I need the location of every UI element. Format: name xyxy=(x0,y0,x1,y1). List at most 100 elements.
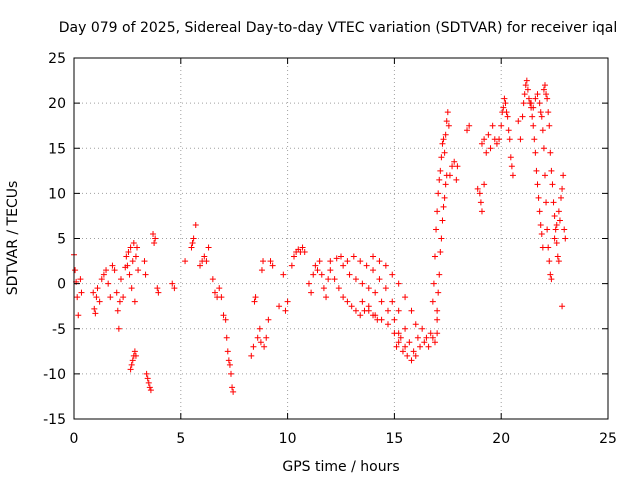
data-point xyxy=(531,136,538,143)
data-point xyxy=(532,95,539,102)
data-point xyxy=(372,289,379,296)
data-point xyxy=(425,343,432,350)
data-point xyxy=(308,289,315,296)
data-point xyxy=(521,91,528,98)
data-point xyxy=(203,258,210,265)
data-point xyxy=(227,370,234,377)
data-point xyxy=(408,307,415,314)
data-point xyxy=(505,127,512,134)
data-point xyxy=(218,294,225,301)
data-point xyxy=(532,149,539,156)
data-point xyxy=(254,334,261,341)
data-point xyxy=(433,226,440,233)
chart-title: Day 079 of 2025, Sidereal Day-to-day VTE… xyxy=(59,20,617,36)
data-point xyxy=(325,276,332,283)
data-point xyxy=(430,280,437,287)
data-point xyxy=(537,221,544,228)
data-point xyxy=(276,303,283,310)
data-point xyxy=(528,100,535,107)
data-point xyxy=(500,104,507,111)
data-point xyxy=(116,298,123,305)
x-tick-label: 20 xyxy=(492,431,510,447)
data-point xyxy=(93,294,100,301)
data-point xyxy=(556,217,563,224)
data-point xyxy=(92,310,99,317)
data-point xyxy=(299,244,306,251)
data-point xyxy=(515,118,522,125)
data-point xyxy=(131,348,138,355)
data-point xyxy=(478,208,485,215)
data-point xyxy=(90,289,97,296)
data-point xyxy=(550,199,557,206)
data-point xyxy=(145,379,152,386)
x-tick-label: 0 xyxy=(70,431,79,447)
y-tick-label: 5 xyxy=(57,232,66,248)
data-point xyxy=(481,136,488,143)
data-point xyxy=(522,82,529,89)
data-point xyxy=(352,276,359,283)
data-point xyxy=(431,253,438,260)
data-point xyxy=(260,258,267,265)
data-point xyxy=(378,316,385,323)
data-point xyxy=(340,262,347,269)
data-point xyxy=(540,86,547,93)
data-point xyxy=(397,334,404,341)
data-point xyxy=(562,235,569,242)
data-point xyxy=(267,258,274,265)
data-point xyxy=(561,226,568,233)
data-point xyxy=(129,357,136,364)
data-point xyxy=(438,235,445,242)
data-point xyxy=(474,185,481,192)
data-point xyxy=(464,127,471,134)
data-point xyxy=(205,244,212,251)
data-point xyxy=(506,136,513,143)
data-point xyxy=(546,122,553,129)
data-point xyxy=(100,271,107,278)
data-point xyxy=(408,357,415,364)
data-point xyxy=(429,334,436,341)
data-point xyxy=(501,95,508,102)
data-point xyxy=(535,194,542,201)
data-point xyxy=(544,226,551,233)
data-point xyxy=(154,285,161,292)
data-point xyxy=(539,127,546,134)
data-point xyxy=(483,149,490,156)
data-point xyxy=(551,235,558,242)
data-point xyxy=(536,100,543,107)
data-point xyxy=(477,199,484,206)
y-tick-label: 10 xyxy=(48,186,66,202)
data-point xyxy=(144,375,151,382)
data-point xyxy=(182,258,189,265)
data-point xyxy=(489,122,496,129)
data-point xyxy=(209,276,216,283)
data-point xyxy=(284,298,291,305)
data-point xyxy=(435,289,442,296)
data-point xyxy=(229,384,236,391)
data-point xyxy=(539,244,546,251)
data-point xyxy=(314,267,321,274)
data-point xyxy=(124,262,131,269)
data-point xyxy=(146,384,153,391)
data-point xyxy=(224,348,231,355)
x-axis-label: GPS time / hours xyxy=(282,459,399,475)
data-point xyxy=(534,181,541,188)
data-point xyxy=(443,118,450,125)
data-point xyxy=(389,271,396,278)
data-point xyxy=(399,348,406,355)
data-point xyxy=(333,255,340,262)
data-point xyxy=(115,325,122,332)
data-point xyxy=(251,298,258,305)
data-point xyxy=(389,298,396,305)
data-point xyxy=(72,267,79,274)
data-point xyxy=(376,276,383,283)
data-point xyxy=(376,258,383,265)
data-point xyxy=(445,122,452,129)
data-point xyxy=(498,122,505,129)
data-point xyxy=(393,343,400,350)
data-point xyxy=(378,298,385,305)
data-point xyxy=(549,181,556,188)
data-point xyxy=(538,230,545,237)
data-point xyxy=(476,190,483,197)
data-point xyxy=(365,307,372,314)
data-point xyxy=(143,370,150,377)
